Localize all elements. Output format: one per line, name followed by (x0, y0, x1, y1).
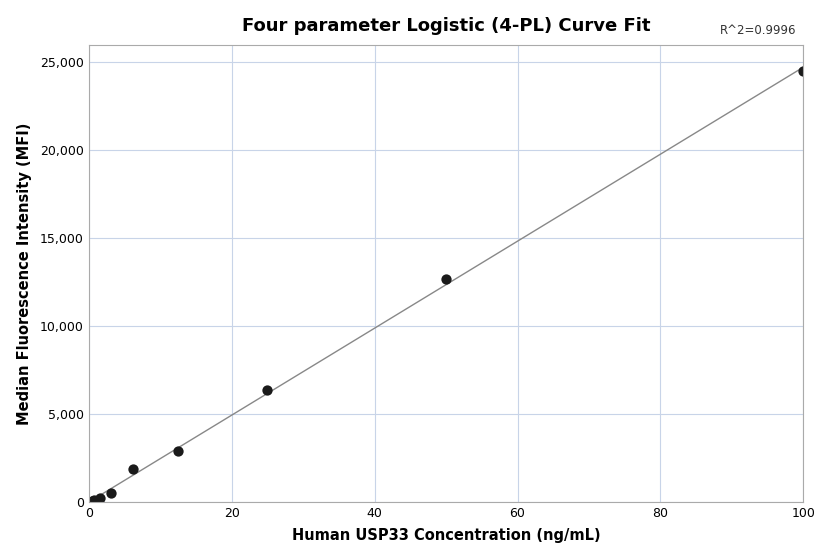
Y-axis label: Median Fluorescence Intensity (MFI): Median Fluorescence Intensity (MFI) (17, 122, 32, 424)
Point (797, 67, 810, 76)
Text: R^2=0.9996: R^2=0.9996 (720, 24, 796, 37)
Point (87, 496, 101, 505)
Point (104, 489, 117, 498)
Point (93, 493, 106, 502)
Point (439, 274, 453, 283)
Point (171, 447, 185, 456)
Title: Four parameter Logistic (4-PL) Curve Fit: Four parameter Logistic (4-PL) Curve Fit (242, 17, 651, 35)
Point (126, 464, 140, 473)
Point (260, 385, 274, 394)
X-axis label: Human USP33 Concentration (ng/mL): Human USP33 Concentration (ng/mL) (292, 528, 601, 543)
Point (85, 497, 98, 506)
